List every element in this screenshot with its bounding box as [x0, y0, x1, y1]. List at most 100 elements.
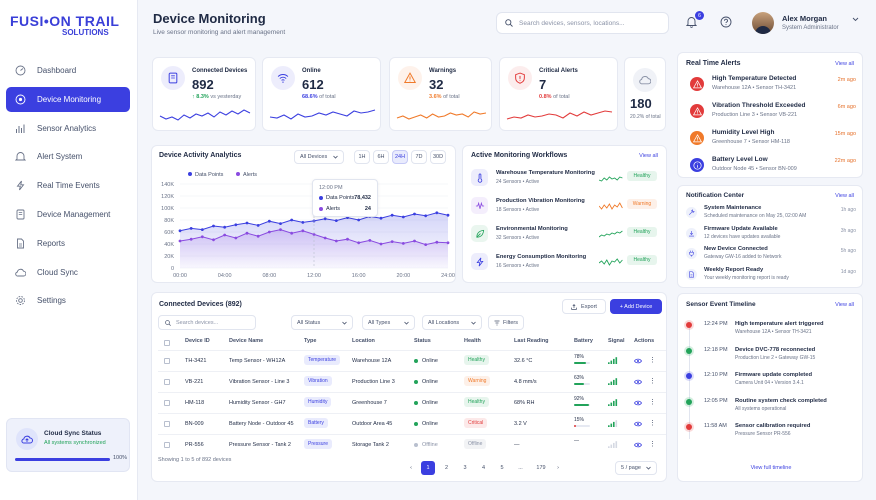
sidebar-item-device-monitoring[interactable]: Device Monitoring — [6, 86, 130, 112]
view-eye-icon[interactable] — [634, 379, 642, 385]
workflow-item[interactable]: Production Vibration Monitoring 18 Sensor… — [471, 195, 657, 219]
row-checkbox[interactable] — [164, 442, 170, 448]
sidebar-item-cloud-sync[interactable]: Cloud Sync — [6, 260, 130, 285]
row-checkbox[interactable] — [164, 379, 170, 385]
pagination-page[interactable]: 3 — [463, 465, 467, 471]
sidebar-item-settings[interactable]: Settings — [6, 288, 130, 313]
column-header[interactable]: Signal — [608, 338, 625, 344]
device-search[interactable]: Search devices... — [158, 315, 256, 330]
data-point[interactable] — [435, 240, 439, 244]
column-header[interactable]: Device Name — [229, 338, 264, 344]
data-point[interactable] — [267, 230, 271, 234]
filter-select-all-types[interactable]: All Types — [362, 315, 415, 330]
alerts-view-all-link[interactable]: View all — [835, 61, 854, 67]
data-point[interactable] — [413, 212, 416, 216]
user-avatar[interactable] — [752, 12, 774, 34]
data-point[interactable] — [245, 221, 249, 225]
timeline-event[interactable]: 12:24 PM High temperature alert triggered… — [686, 321, 856, 345]
export-button[interactable]: Export — [562, 299, 606, 314]
user-name[interactable]: Alex Morgan — [782, 14, 828, 23]
sidebar-item-reports[interactable]: Reports — [6, 231, 130, 256]
notification-item[interactable]: Firmware Update Available 12 devices have… — [686, 226, 856, 246]
notification-item[interactable]: Weekly Report Ready Your weekly monitorin… — [686, 267, 856, 287]
notification-item[interactable]: New Device Connected Gateway GW-16 added … — [686, 246, 856, 266]
filters-button[interactable]: Filters — [488, 315, 524, 330]
data-point[interactable] — [390, 240, 394, 243]
sidebar-item-sensor-analytics[interactable]: Sensor Analytics — [6, 116, 130, 141]
data-point[interactable] — [223, 225, 227, 229]
view-eye-icon[interactable] — [634, 421, 642, 427]
pagination-prev-button[interactable]: ‹ — [410, 465, 412, 471]
data-point[interactable] — [223, 233, 227, 237]
data-point[interactable] — [390, 213, 394, 217]
workflow-item[interactable]: Energy Consumption Monitoring 16 Sensors … — [471, 251, 657, 275]
more-options-icon[interactable]: ⋮ — [649, 399, 656, 406]
table-row[interactable]: BN-009 Battery Node - Outdoor 45 Battery Ou… — [158, 413, 666, 434]
table-row[interactable]: TH-3421 Temp Sensor - WH12A Temperature War… — [158, 350, 666, 371]
data-point[interactable] — [446, 241, 450, 245]
data-point[interactable] — [334, 219, 338, 222]
page-size-select[interactable]: 5 / page — [615, 461, 657, 475]
data-point[interactable] — [435, 211, 439, 215]
range-1h[interactable]: 1H — [354, 150, 370, 164]
timeline-full-link[interactable]: View full timeline — [750, 465, 792, 471]
column-header[interactable]: Type — [304, 338, 317, 344]
data-point[interactable] — [446, 213, 450, 217]
data-point[interactable] — [346, 237, 349, 241]
timeline-event[interactable]: 12:10 PM Firmware update completed Camera … — [686, 372, 856, 396]
data-point[interactable] — [424, 243, 428, 246]
range-6h[interactable]: 6H — [373, 150, 389, 164]
view-eye-icon[interactable] — [634, 442, 642, 448]
workflow-item[interactable]: Warehouse Temperature Monitoring 24 Senso… — [471, 167, 657, 191]
workflow-item[interactable]: Environmental Monitoring 32 Sensors • Act… — [471, 223, 657, 247]
data-point[interactable] — [323, 217, 327, 221]
more-options-icon[interactable]: ⋮ — [649, 357, 656, 364]
data-point[interactable] — [189, 237, 193, 241]
data-point[interactable] — [212, 224, 215, 228]
brand-logo[interactable]: FUSI•ON TRAIL SOLUTIONS — [10, 14, 130, 37]
data-point[interactable] — [178, 229, 182, 233]
data-point[interactable] — [357, 241, 361, 245]
column-header[interactable]: Health — [464, 338, 481, 344]
data-point[interactable] — [368, 239, 372, 242]
data-point[interactable] — [290, 231, 294, 235]
data-point[interactable] — [290, 218, 294, 222]
column-header[interactable]: Last Reading — [514, 338, 549, 344]
data-point[interactable] — [357, 218, 361, 222]
sidebar-item-alert-system[interactable]: Alert System — [6, 144, 130, 169]
help-icon[interactable] — [720, 16, 732, 28]
timeline-event[interactable]: 12:05 PM Routine system check completed Al… — [686, 398, 856, 422]
select-all-checkbox[interactable] — [164, 340, 170, 346]
stat-card-critical-alerts[interactable]: Critical Alerts 7 0.8% of total — [499, 57, 618, 131]
data-point[interactable] — [413, 239, 416, 243]
global-search[interactable]: Search devices, sensors, locations... — [496, 12, 669, 34]
pagination-page[interactable]: 4 — [481, 465, 486, 471]
column-header[interactable]: Status — [414, 338, 431, 344]
data-point[interactable] — [424, 214, 428, 218]
table-row[interactable]: VB-221 Vibration Sensor - Line 3 Vibration… — [158, 371, 666, 392]
data-point[interactable] — [401, 215, 405, 219]
notification-bell-icon[interactable] — [686, 16, 697, 28]
data-point[interactable] — [312, 233, 316, 236]
view-eye-icon[interactable] — [634, 400, 642, 406]
sidebar-item-real-time-events[interactable]: Real Time Events — [6, 173, 130, 198]
alert-item[interactable]: Battery Level Low Outdoor Node 45 • Senso… — [686, 156, 856, 178]
data-point[interactable] — [279, 228, 282, 231]
pagination-page[interactable]: 179 — [536, 465, 546, 471]
row-checkbox[interactable] — [164, 358, 170, 364]
data-point[interactable] — [379, 242, 383, 246]
stat-card-warnings[interactable]: Warnings 32 3.6% of total — [389, 57, 492, 131]
range-30d[interactable]: 30D — [430, 150, 446, 164]
table-row[interactable]: HM-118 Humidity Sensor - GH7 Humidity Green… — [158, 392, 666, 413]
data-point[interactable] — [189, 227, 193, 230]
data-point[interactable] — [301, 221, 305, 224]
stat-card-online[interactable]: Online 612 68.6% of total — [262, 57, 381, 131]
data-point[interactable] — [401, 242, 405, 245]
data-point[interactable] — [234, 223, 238, 227]
timeline-view-all-link[interactable]: View all — [835, 302, 854, 308]
range-7d[interactable]: 7D — [411, 150, 427, 164]
data-point[interactable] — [234, 236, 238, 240]
notifications-view-all-link[interactable]: View all — [835, 193, 854, 199]
view-eye-icon[interactable] — [634, 358, 642, 364]
pagination-next-button[interactable]: › — [557, 465, 559, 471]
